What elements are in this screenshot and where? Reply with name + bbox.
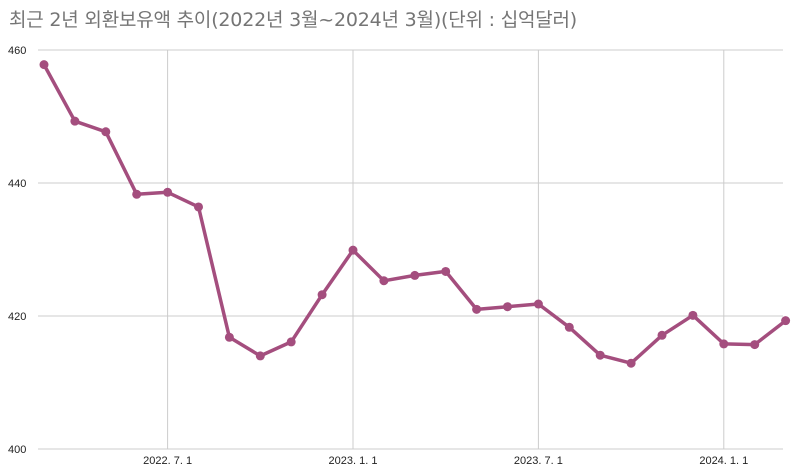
- data-point: [719, 339, 729, 349]
- x-tick-label: 2024. 1. 1: [699, 455, 748, 467]
- data-point: [132, 189, 142, 199]
- data-point: [595, 350, 605, 360]
- y-tick-label: 440: [8, 178, 26, 190]
- data-point: [163, 187, 173, 197]
- data-point: [101, 127, 111, 137]
- data-point: [194, 202, 203, 212]
- data-point: [533, 299, 543, 309]
- data-point: [70, 116, 80, 126]
- data-point: [348, 245, 358, 255]
- x-axis-tick-labels: 2022. 7. 1 2023. 1. 1 2023. 7. 1 2024. 1. 1: [143, 455, 748, 467]
- data-point: [224, 332, 234, 342]
- y-axis-tick-labels: 400 420 440 460: [8, 45, 26, 456]
- data-point: [781, 316, 791, 326]
- y-tick-label: 400: [8, 444, 26, 456]
- data-point: [657, 330, 667, 340]
- series-layer: [39, 60, 791, 368]
- data-point: [688, 310, 698, 320]
- data-point: [472, 304, 482, 314]
- x-tick-label: 2022. 7. 1: [143, 455, 192, 467]
- data-point: [564, 322, 574, 332]
- data-point: [750, 340, 760, 350]
- grid-lines: [38, 49, 783, 450]
- data-point: [286, 337, 296, 347]
- chart-title: 최근 2년 외환보유액 추이(2022년 3월~2024년 3월)(단위 : 십…: [9, 9, 578, 31]
- data-point: [410, 270, 420, 280]
- data-point: [255, 351, 265, 361]
- y-tick-label: 420: [8, 311, 26, 323]
- data-point: [441, 266, 451, 276]
- data-point: [39, 60, 49, 70]
- x-tick-label: 2023. 1. 1: [329, 455, 378, 467]
- y-tick-label: 460: [8, 45, 26, 57]
- x-tick-label: 2023. 7. 1: [514, 455, 563, 467]
- data-point: [626, 358, 636, 368]
- data-point: [379, 276, 389, 286]
- data-point: [503, 302, 512, 312]
- data-point: [317, 290, 327, 300]
- series-line: [42, 62, 788, 365]
